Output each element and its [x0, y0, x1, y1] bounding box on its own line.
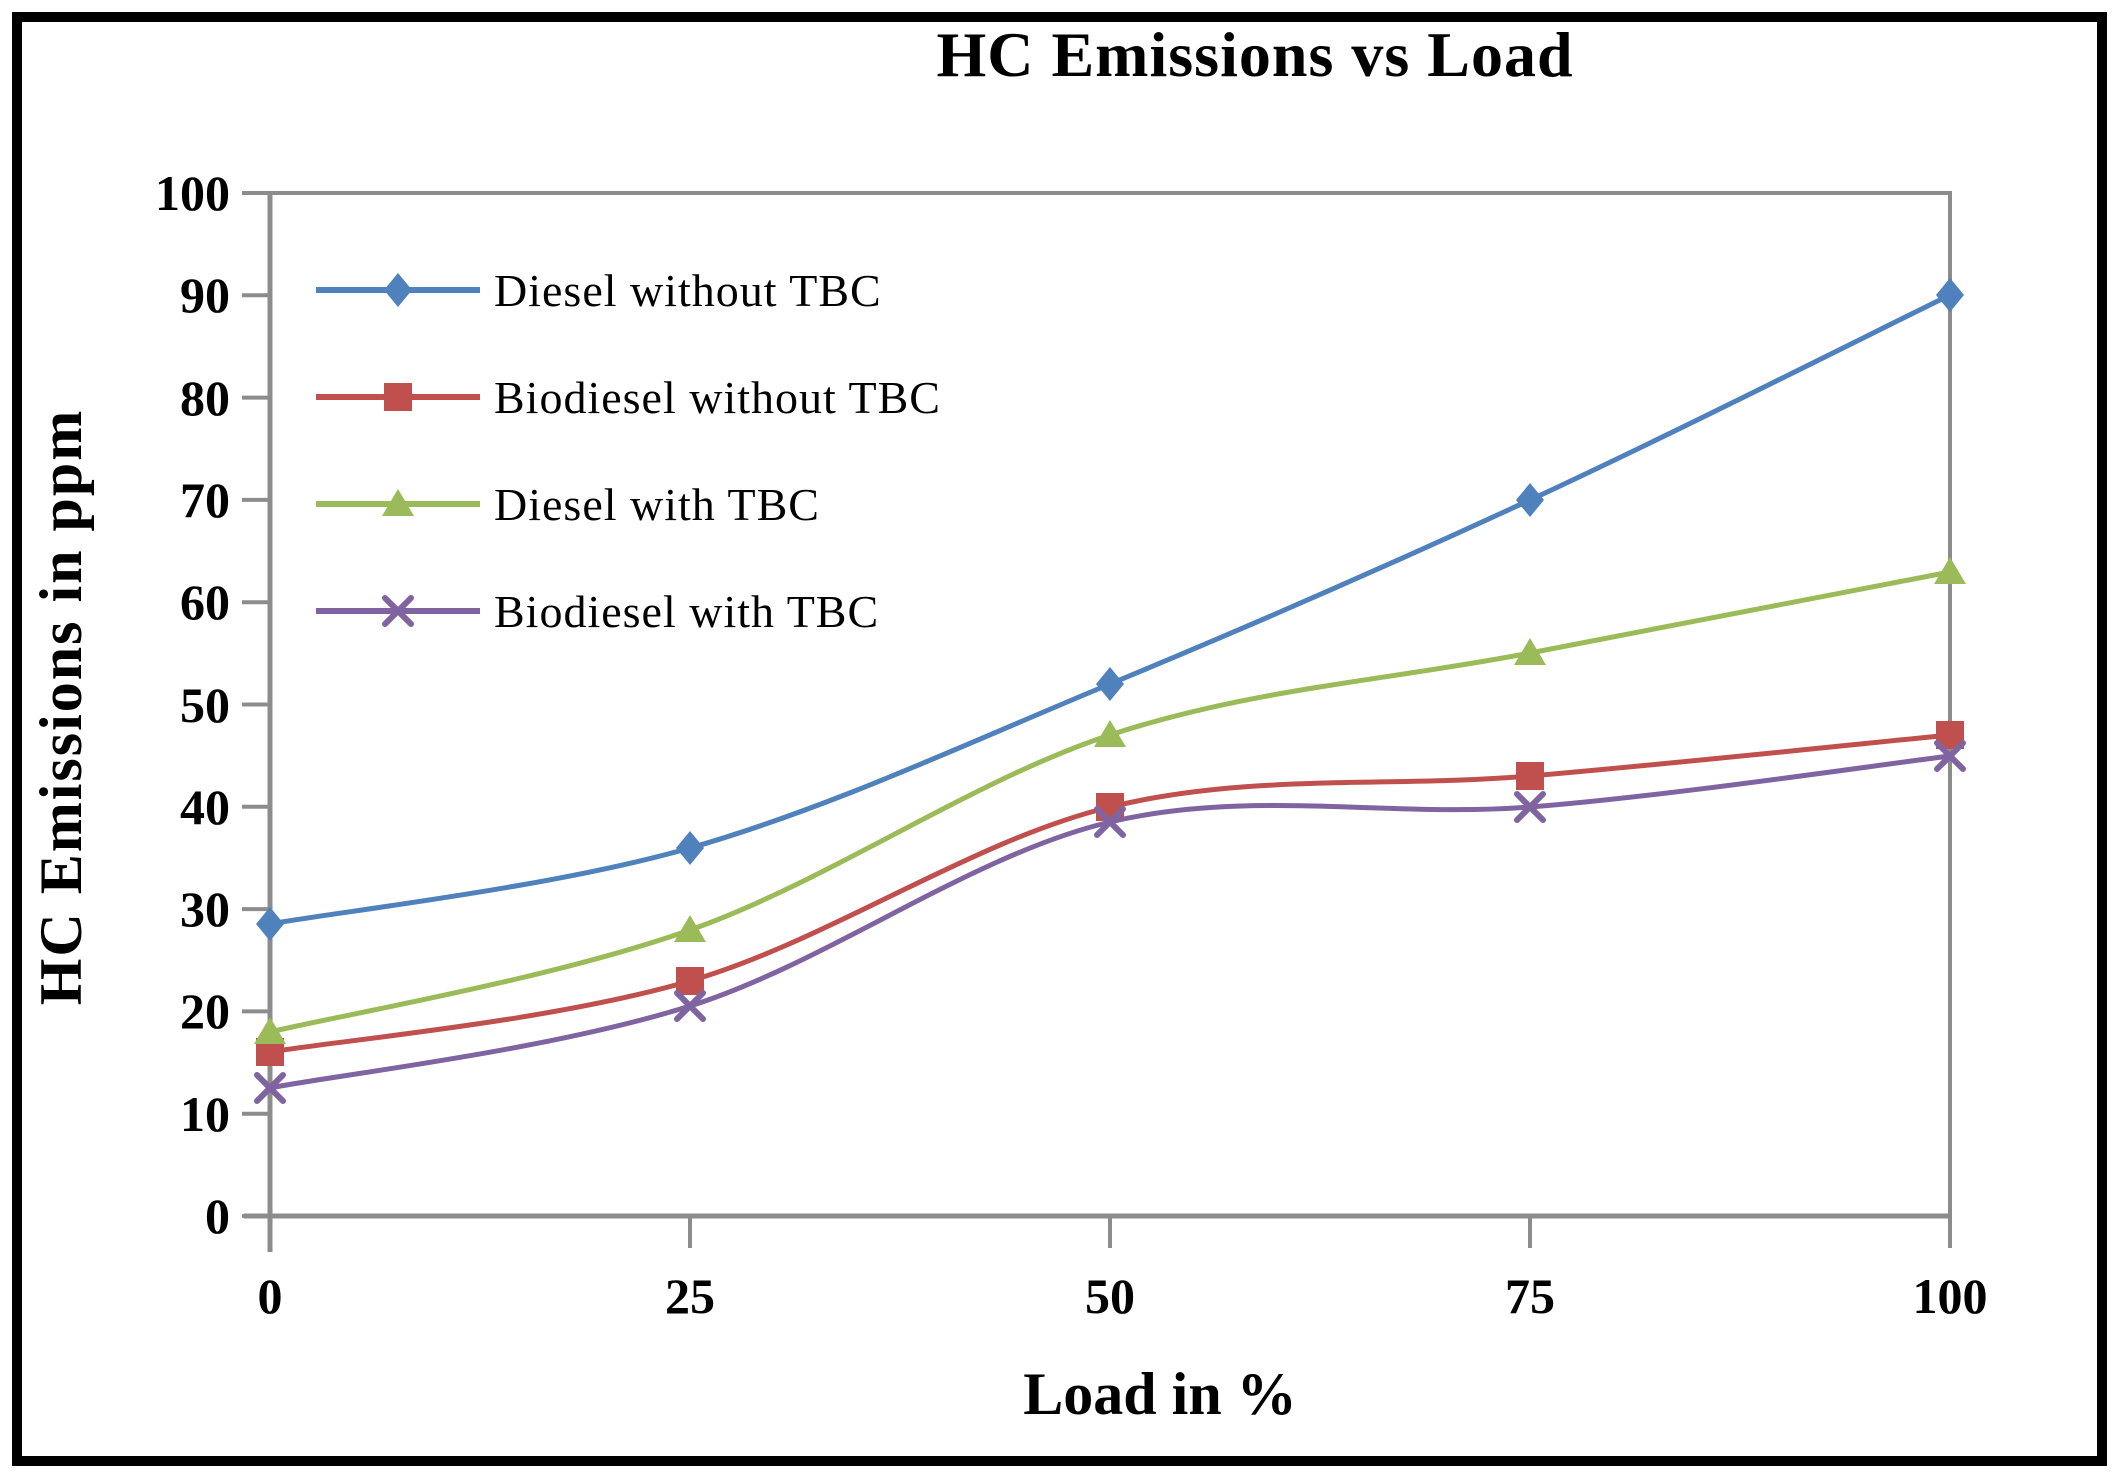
legend-swatch-biodiesel-with-tbc: [316, 595, 480, 627]
figure-border: [12, 12, 2107, 1466]
square-marker: [676, 967, 704, 995]
y-tick-label: 80: [180, 369, 230, 426]
triangle-marker: [674, 915, 706, 942]
x-marker: [382, 595, 414, 627]
y-tick-label: 90: [180, 267, 230, 324]
y-tick-label: 20: [180, 983, 230, 1040]
triangle-marker: [1514, 638, 1546, 665]
triangle-marker: [1934, 557, 1966, 584]
legend-item-biodiesel-without-tbc: Biodiesel without TBC: [316, 365, 941, 429]
diamond-marker: [256, 907, 284, 941]
diamond-marker: [384, 273, 412, 307]
x-marker: [1514, 791, 1546, 823]
diamond-marker: [676, 831, 704, 865]
diamond-marker: [1516, 483, 1544, 517]
x-marker: [674, 990, 706, 1022]
y-tick-label: 60: [180, 574, 230, 631]
y-tick-label: 70: [180, 471, 230, 528]
y-tick-label: 10: [180, 1085, 230, 1142]
diamond-marker: [1936, 278, 1964, 312]
chart-title: HC Emissions vs Load: [936, 19, 1574, 90]
diamond-marker: [1096, 667, 1124, 701]
triangle-marker: [1094, 720, 1126, 747]
legend-item-biodiesel-with-tbc: Biodiesel with TBC: [316, 579, 879, 643]
x-tick-label: 100: [1912, 1268, 1988, 1324]
y-tick-label: 50: [180, 676, 230, 733]
legend-label: Diesel without TBC: [494, 264, 882, 316]
legend-label: Diesel with TBC: [494, 478, 820, 530]
y-tick-label: 40: [180, 778, 230, 835]
legend-item-diesel-with-tbc: Diesel with TBC: [316, 472, 820, 536]
legend-label: Biodiesel without TBC: [494, 371, 941, 423]
x-tick-label: 50: [1085, 1268, 1135, 1324]
legend-swatch-biodiesel-without-tbc: [316, 383, 480, 411]
square-marker: [1516, 762, 1544, 790]
x-marker: [1094, 806, 1126, 838]
legend-swatch-diesel-with-tbc: [316, 489, 480, 516]
y-tick-label: 100: [155, 165, 230, 221]
y-tick-label: 30: [180, 881, 230, 938]
x-marker: [1934, 740, 1966, 772]
legend-swatch-diesel-without-tbc: [316, 273, 480, 307]
triangle-marker: [382, 489, 414, 516]
legend-label: Biodiesel with TBC: [494, 585, 880, 637]
square-marker: [384, 383, 412, 411]
plot-border: [268, 191, 1952, 1218]
x-tick-label: 75: [1505, 1268, 1555, 1324]
x-tick-label: 0: [257, 1268, 283, 1324]
y-tick-label: 0: [205, 1188, 230, 1244]
x-tick-label: 25: [665, 1268, 715, 1324]
triangle-marker: [254, 1017, 286, 1044]
x-axis-title: Load in %: [1023, 1361, 1297, 1427]
legend-item-diesel-without-tbc: Diesel without TBC: [316, 258, 882, 322]
x-marker: [254, 1072, 286, 1104]
series-line-biodiesel-without-tbc: [269, 732, 1951, 1055]
square-marker: [1096, 793, 1124, 821]
